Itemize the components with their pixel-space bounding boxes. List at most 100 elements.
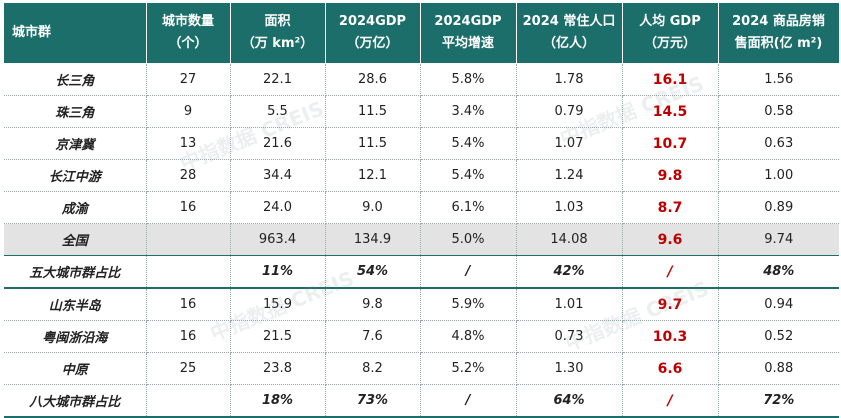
value-cell: 16: [146, 191, 231, 224]
value-cell: 1.30: [516, 352, 623, 385]
header-line: （万 km²）: [241, 36, 314, 51]
value-cell: 0.79: [516, 95, 623, 128]
value-cell: 1.07: [516, 127, 623, 160]
value-cell: 1.01: [516, 288, 623, 321]
value-cell: 9.7: [622, 288, 719, 321]
value-cell: 21.5: [230, 320, 326, 353]
value-cell: [146, 255, 231, 289]
value-cell: 9.8: [622, 159, 719, 192]
value-cell: 11.5: [325, 95, 421, 128]
value-cell: 8.7: [622, 191, 719, 224]
value-cell: 5.4%: [420, 159, 517, 192]
cluster-name-cell: 长江中游: [4, 159, 147, 192]
value-cell: 1.56: [718, 63, 839, 96]
value-cell: 1.24: [516, 159, 623, 192]
cluster-name-cell: 五大城市群占比: [4, 255, 147, 289]
value-cell: 16: [146, 288, 231, 321]
value-cell: 10.3: [622, 320, 719, 353]
header-housing-sales: 2024 商品房销 售面积(亿 m²): [718, 3, 840, 64]
table-row: 长三角 27 22.1 28.6 5.8% 1.78 16.1 1.56: [4, 63, 839, 96]
value-cell: 6.6: [622, 352, 719, 385]
value-cell: 27: [146, 63, 231, 96]
value-cell: 21.6: [230, 127, 326, 160]
value-cell: 5.9%: [420, 288, 517, 321]
header-line: 城市群: [12, 25, 52, 40]
cluster-name-cell: 八大城市群占比: [4, 384, 147, 418]
cluster-name-cell: 珠三角: [4, 95, 147, 128]
header-line: （万元）: [643, 36, 696, 51]
value-cell: 3.4%: [420, 95, 517, 128]
value-cell: 9.6: [622, 223, 719, 256]
table-row: 成渝 16 24.0 9.0 6.1% 1.03 8.7 0.89: [4, 191, 839, 224]
header-line: 售面积(亿 m²): [734, 36, 823, 51]
value-cell: 22.1: [230, 63, 326, 96]
value-cell: 13: [146, 127, 231, 160]
value-cell: 0.88: [718, 352, 839, 385]
value-cell: 0.94: [718, 288, 839, 321]
value-cell: 14.08: [516, 223, 623, 256]
value-cell: 1.00: [718, 159, 839, 192]
header-gdp-growth: 2024GDP 平均增速: [420, 3, 517, 64]
total-row: 全国 963.4 134.9 5.0% 14.08 9.6 9.74: [4, 223, 839, 256]
value-cell: 42%: [516, 255, 623, 289]
value-cell: 48%: [718, 255, 839, 289]
header-line: 城市数量: [161, 14, 214, 29]
table-row: 长江中游 28 34.4 12.1 5.4% 1.24 9.8 1.00: [4, 159, 839, 192]
header-line: 平均增速: [441, 36, 494, 51]
value-cell: 6.1%: [420, 191, 517, 224]
header-line: 2024GDP: [338, 14, 407, 29]
value-cell: 18%: [230, 384, 326, 418]
header-line: 面积: [264, 14, 291, 29]
share-row: 八大城市群占比 18% 73%/64%/72%: [4, 384, 839, 418]
value-cell: 15.9: [230, 288, 326, 321]
cluster-name-cell: 京津冀: [4, 127, 147, 160]
cluster-name-cell: 山东半岛: [4, 288, 147, 321]
value-cell: /: [622, 255, 719, 289]
table-header: 城市群 城市数量 （个） 面积 （万 km²） 2024GDP （万亿） 202…: [4, 3, 840, 64]
value-cell: 4.8%: [420, 320, 517, 353]
value-cell: [146, 384, 231, 418]
value-cell: 1.78: [516, 63, 623, 96]
value-cell: 72%: [718, 384, 839, 418]
value-cell: 11%: [230, 255, 326, 289]
header-line: 人均 GDP: [639, 14, 701, 29]
value-cell: 54%: [325, 255, 421, 289]
table-row: 中原 25 23.8 8.2 5.2% 1.30 6.6 0.88: [4, 352, 839, 385]
value-cell: 23.8: [230, 352, 326, 385]
value-cell: 9: [146, 95, 231, 128]
header-cluster: 城市群: [4, 3, 147, 64]
value-cell: 134.9: [325, 223, 421, 256]
value-cell: 25: [146, 352, 231, 385]
value-cell: 5.5: [230, 95, 326, 128]
value-cell: 11.5: [325, 127, 421, 160]
value-cell: 9.0: [325, 191, 421, 224]
value-cell: 14.5: [622, 95, 719, 128]
header-line: 2024 常住人口: [522, 14, 616, 29]
header-area: 面积 （万 km²）: [230, 3, 326, 64]
value-cell: 12.1: [325, 159, 421, 192]
value-cell: 9.74: [718, 223, 839, 256]
header-gdp: 2024GDP （万亿）: [325, 3, 421, 64]
table-row: 珠三角 9 5.5 11.5 3.4% 0.79 14.5 0.58: [4, 95, 839, 128]
value-cell: 5.8%: [420, 63, 517, 96]
value-cell: 9.8: [325, 288, 421, 321]
value-cell: 16: [146, 320, 231, 353]
value-cell: 0.52: [718, 320, 839, 353]
header-gdp-per-capita: 人均 GDP （万元）: [622, 3, 719, 64]
value-cell: 73%: [325, 384, 421, 418]
value-cell: 16.1: [622, 63, 719, 96]
header-line: （个）: [168, 36, 208, 51]
value-cell: [146, 223, 231, 256]
header-line: （亿人）: [542, 36, 595, 51]
header-row: 城市群 城市数量 （个） 面积 （万 km²） 2024GDP （万亿） 202…: [4, 3, 840, 64]
cluster-name-cell: 中原: [4, 352, 147, 385]
city-cluster-table-wrapper: 城市群 城市数量 （个） 面积 （万 km²） 2024GDP （万亿） 202…: [4, 3, 840, 418]
value-cell: 7.6: [325, 320, 421, 353]
value-cell: 5.0%: [420, 223, 517, 256]
value-cell: /: [622, 384, 719, 418]
value-cell: 0.89: [718, 191, 839, 224]
cluster-name-cell: 成渝: [4, 191, 147, 224]
table-body: 长三角 27 22.1 28.6 5.8% 1.78 16.1 1.56 珠三角 9 5.5 11.5…: [4, 63, 839, 418]
value-cell: 5.4%: [420, 127, 517, 160]
value-cell: 28.6: [325, 63, 421, 96]
